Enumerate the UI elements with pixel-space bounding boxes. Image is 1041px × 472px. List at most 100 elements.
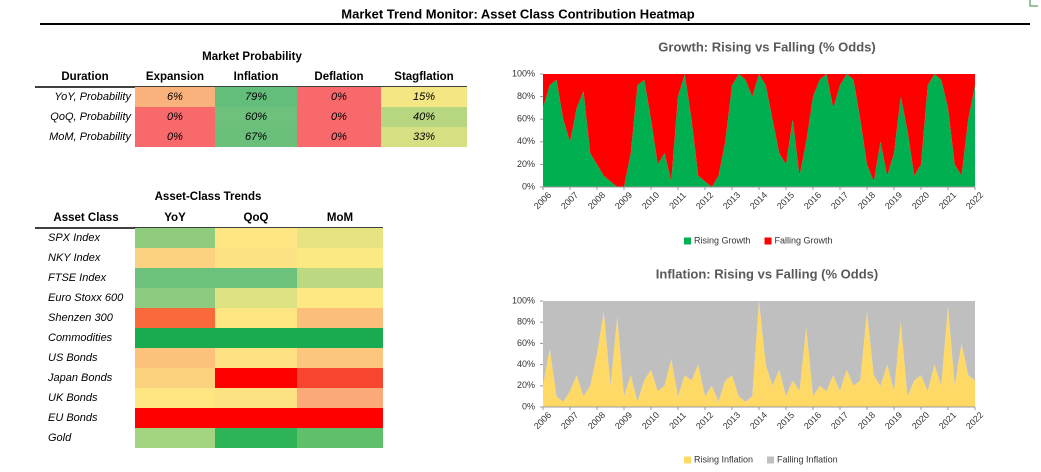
y-tick-label: 100% xyxy=(512,68,535,78)
trend-cell xyxy=(297,408,383,428)
trend-cell xyxy=(215,248,297,268)
y-tick-label: 0% xyxy=(522,401,535,411)
x-tick-label: 2007 xyxy=(559,190,580,211)
x-tick-label: 2019 xyxy=(883,190,904,211)
column-header: YoY xyxy=(164,212,186,224)
row-label: Commodities xyxy=(48,332,113,344)
row-label: YoY, Probability xyxy=(54,91,132,103)
trend-cell xyxy=(215,268,297,288)
page-title: Market Trend Monitor: Asset Class Contri… xyxy=(341,6,695,21)
trend-cell xyxy=(215,428,297,448)
table-title: Market Probability xyxy=(202,51,302,63)
y-tick-label: 80% xyxy=(517,317,535,327)
y-tick-label: 40% xyxy=(517,359,535,369)
trend-cell xyxy=(135,228,215,248)
trend-cell xyxy=(215,348,297,368)
cell-bg xyxy=(297,107,381,127)
legend-label: Falling Growth xyxy=(775,235,833,245)
x-tick-label: 2012 xyxy=(694,410,715,431)
row-label: NKY Index xyxy=(48,252,101,264)
x-tick-label: 2012 xyxy=(694,190,715,211)
row-label: EU Bonds xyxy=(48,412,98,424)
y-tick-label: 40% xyxy=(517,136,535,146)
trend-cell xyxy=(215,288,297,308)
x-tick-label: 2009 xyxy=(613,410,634,431)
legend-label: Rising Inflation xyxy=(694,454,753,464)
trend-cell xyxy=(215,308,297,328)
row-label: FTSE Index xyxy=(48,272,107,284)
trend-cell xyxy=(297,428,383,448)
legend-swatch xyxy=(684,237,691,245)
x-tick-label: 2016 xyxy=(802,190,823,211)
row-label: Gold xyxy=(48,432,72,444)
trend-cell xyxy=(135,408,215,428)
trend-cell xyxy=(297,388,383,408)
x-tick-label: 2010 xyxy=(640,190,661,211)
trend-cell xyxy=(135,308,215,328)
y-tick-label: 60% xyxy=(517,114,535,124)
cell-bg xyxy=(381,87,467,107)
trend-cell xyxy=(297,288,383,308)
cell-bg xyxy=(381,127,467,147)
x-tick-label: 2007 xyxy=(559,410,580,431)
x-tick-label: 2014 xyxy=(748,190,769,211)
x-tick-label: 2009 xyxy=(613,190,634,211)
legend-label: Rising Growth xyxy=(694,235,751,245)
x-tick-label: 2014 xyxy=(748,410,769,431)
x-tick-label: 2015 xyxy=(775,410,796,431)
column-header: Stagflation xyxy=(394,71,453,83)
trend-cell xyxy=(215,368,297,388)
y-tick-label: 0% xyxy=(522,181,535,191)
area xyxy=(543,301,975,407)
row-label: UK Bonds xyxy=(48,392,98,404)
cell-bg xyxy=(215,127,297,147)
cell-value: 0% xyxy=(331,91,347,103)
cell-value: 0% xyxy=(331,131,347,143)
legend-swatch xyxy=(684,456,691,464)
x-tick-label: 2011 xyxy=(667,190,688,211)
x-tick-label: 2008 xyxy=(586,190,607,211)
y-tick-label: 20% xyxy=(517,380,535,390)
chart-title: Inflation: Rising vs Falling (% Odds) xyxy=(656,266,878,281)
cell-bg xyxy=(135,127,215,147)
column-header: Expansion xyxy=(146,71,204,83)
cell-value: 67% xyxy=(245,131,267,143)
x-tick-label: 2019 xyxy=(883,410,904,431)
area xyxy=(543,74,975,187)
x-tick-label: 2022 xyxy=(964,190,985,211)
trend-cell xyxy=(135,268,215,288)
legend-label: Falling Inflation xyxy=(777,454,838,464)
cell-value: 0% xyxy=(331,111,347,123)
cell-bg xyxy=(135,87,215,107)
x-tick-label: 2018 xyxy=(856,410,877,431)
trend-cell xyxy=(135,288,215,308)
cell-value: 79% xyxy=(245,91,267,103)
y-tick-label: 100% xyxy=(512,295,535,305)
x-tick-label: 2010 xyxy=(640,410,661,431)
trend-cell xyxy=(215,408,297,428)
x-tick-label: 2011 xyxy=(667,410,688,431)
x-tick-label: 2018 xyxy=(856,190,877,211)
x-tick-label: 2022 xyxy=(964,410,985,431)
cell-bg xyxy=(297,87,381,107)
trend-cell xyxy=(135,368,215,388)
cell-value: 0% xyxy=(167,111,183,123)
x-tick-label: 2020 xyxy=(910,410,931,431)
cell-value: 60% xyxy=(245,111,267,123)
trend-cell xyxy=(297,248,383,268)
cell-value: 0% xyxy=(167,131,183,143)
area xyxy=(543,301,975,402)
trend-cell xyxy=(215,328,297,348)
table-title: Asset-Class Trends xyxy=(155,191,262,203)
cell-value: 40% xyxy=(413,111,435,123)
row-label: US Bonds xyxy=(48,352,98,364)
cell-bg xyxy=(215,87,297,107)
cell-bg xyxy=(381,107,467,127)
x-tick-label: 2017 xyxy=(829,410,850,431)
x-tick-label: 2013 xyxy=(721,410,742,431)
y-tick-label: 80% xyxy=(517,91,535,101)
column-header: Duration xyxy=(61,71,108,83)
x-tick-label: 2013 xyxy=(721,190,742,211)
trend-cell xyxy=(135,428,215,448)
